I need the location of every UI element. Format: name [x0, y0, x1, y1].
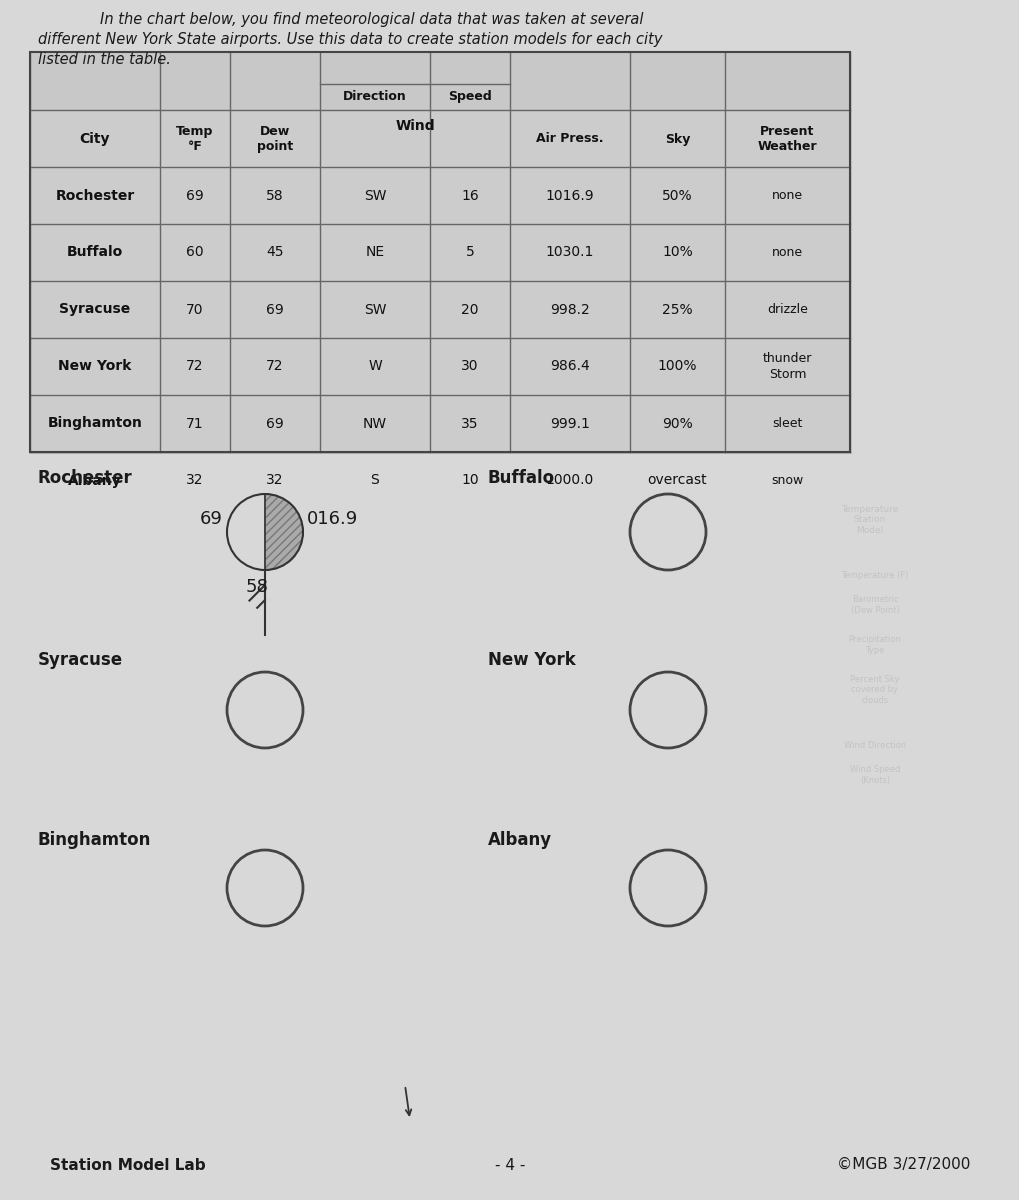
- Text: none: none: [771, 188, 802, 202]
- Text: Temp
°F: Temp °F: [176, 125, 213, 152]
- Text: 998.2: 998.2: [549, 302, 589, 317]
- Text: overcast: overcast: [647, 474, 706, 487]
- Text: New York: New York: [487, 650, 575, 670]
- Text: NW: NW: [363, 416, 386, 431]
- Text: Dew
point: Dew point: [257, 125, 292, 152]
- Text: thunder
Storm: thunder Storm: [762, 353, 811, 380]
- Text: City: City: [79, 132, 110, 146]
- Text: Barometric
(Dew Point): Barometric (Dew Point): [850, 595, 899, 614]
- Bar: [30, 281, 849, 338]
- Text: 25%: 25%: [661, 302, 692, 317]
- Text: 45: 45: [266, 246, 283, 259]
- Text: 69: 69: [266, 416, 283, 431]
- Text: SW: SW: [364, 188, 386, 203]
- Text: 71: 71: [186, 416, 204, 431]
- Text: Binghamton: Binghamton: [38, 830, 151, 850]
- Bar: [30, 110, 849, 167]
- Text: drizzle: drizzle: [766, 302, 807, 316]
- Text: 72: 72: [186, 360, 204, 373]
- Text: Precipitation
Type: Precipitation Type: [848, 635, 901, 655]
- Text: 32: 32: [186, 474, 204, 487]
- Text: 70: 70: [186, 302, 204, 317]
- Text: Station Model Lab: Station Model Lab: [50, 1158, 206, 1172]
- Text: In the chart below, you find meteorological data that was taken at several: In the chart below, you find meteorologi…: [100, 12, 643, 26]
- Text: 1030.1: 1030.1: [545, 246, 594, 259]
- Text: sleet: sleet: [771, 416, 802, 430]
- Text: Present
Weather: Present Weather: [757, 125, 816, 152]
- Text: Percent Sky
covered by
clouds: Percent Sky covered by clouds: [850, 676, 899, 704]
- Text: 32: 32: [266, 474, 283, 487]
- Text: 100%: 100%: [657, 360, 697, 373]
- Text: Wind Direction: Wind Direction: [843, 740, 905, 750]
- Text: 69: 69: [200, 510, 223, 528]
- Text: Air Press.: Air Press.: [536, 132, 603, 145]
- Text: 5: 5: [465, 246, 474, 259]
- Text: Albany: Albany: [68, 474, 121, 487]
- Text: Buffalo: Buffalo: [487, 469, 554, 487]
- Text: Binghamton: Binghamton: [48, 416, 143, 431]
- Text: 58: 58: [266, 188, 283, 203]
- Text: Sky: Sky: [664, 132, 690, 145]
- Text: 1016.9: 1016.9: [545, 188, 594, 203]
- Text: Temperature (F): Temperature (F): [841, 570, 908, 580]
- Text: none: none: [771, 246, 802, 259]
- Text: Buffalo: Buffalo: [67, 246, 123, 259]
- Text: Temperature
Station
Model: Temperature Station Model: [841, 505, 898, 535]
- Text: 58: 58: [246, 578, 269, 596]
- Text: 20: 20: [461, 302, 478, 317]
- Text: Rochester: Rochester: [55, 188, 135, 203]
- Text: Speed: Speed: [447, 90, 491, 103]
- Text: NE: NE: [365, 246, 384, 259]
- Text: 16: 16: [461, 188, 478, 203]
- Text: 90%: 90%: [661, 416, 692, 431]
- Bar: [30, 52, 849, 110]
- Wedge shape: [265, 494, 303, 570]
- Text: 72: 72: [266, 360, 283, 373]
- Text: 10%: 10%: [661, 246, 692, 259]
- Text: 999.1: 999.1: [549, 416, 589, 431]
- Bar: [30, 167, 849, 224]
- Text: SW: SW: [364, 302, 386, 317]
- Text: Syracuse: Syracuse: [38, 650, 123, 670]
- Text: 986.4: 986.4: [549, 360, 589, 373]
- Text: Albany: Albany: [487, 830, 551, 850]
- Text: 10: 10: [461, 474, 478, 487]
- Text: ©MGB 3/27/2000: ©MGB 3/27/2000: [836, 1158, 969, 1172]
- Text: listed in the table.: listed in the table.: [38, 52, 171, 67]
- Text: 016.9: 016.9: [307, 510, 358, 528]
- Text: 35: 35: [461, 416, 478, 431]
- Bar: [30, 395, 849, 452]
- Text: S: S: [370, 474, 379, 487]
- Bar: [30, 338, 849, 395]
- Text: Wind Speed
(Knots): Wind Speed (Knots): [849, 766, 900, 785]
- Text: - 4 -: - 4 -: [494, 1158, 525, 1172]
- Text: Syracuse: Syracuse: [59, 302, 130, 317]
- Text: New York: New York: [58, 360, 131, 373]
- Text: snow: snow: [770, 474, 803, 487]
- Bar: [30, 224, 849, 281]
- Text: 30: 30: [461, 360, 478, 373]
- Text: 50%: 50%: [661, 188, 692, 203]
- Text: Wind: Wind: [394, 119, 434, 133]
- Text: 1000.0: 1000.0: [545, 474, 593, 487]
- Bar: [30, 52, 849, 452]
- Text: 60: 60: [186, 246, 204, 259]
- Text: 69: 69: [185, 188, 204, 203]
- Text: Direction: Direction: [342, 90, 407, 103]
- Text: different New York State airports. Use this data to create station models for ea: different New York State airports. Use t…: [38, 32, 662, 47]
- Text: W: W: [368, 360, 381, 373]
- Text: 69: 69: [266, 302, 283, 317]
- Text: Rochester: Rochester: [38, 469, 132, 487]
